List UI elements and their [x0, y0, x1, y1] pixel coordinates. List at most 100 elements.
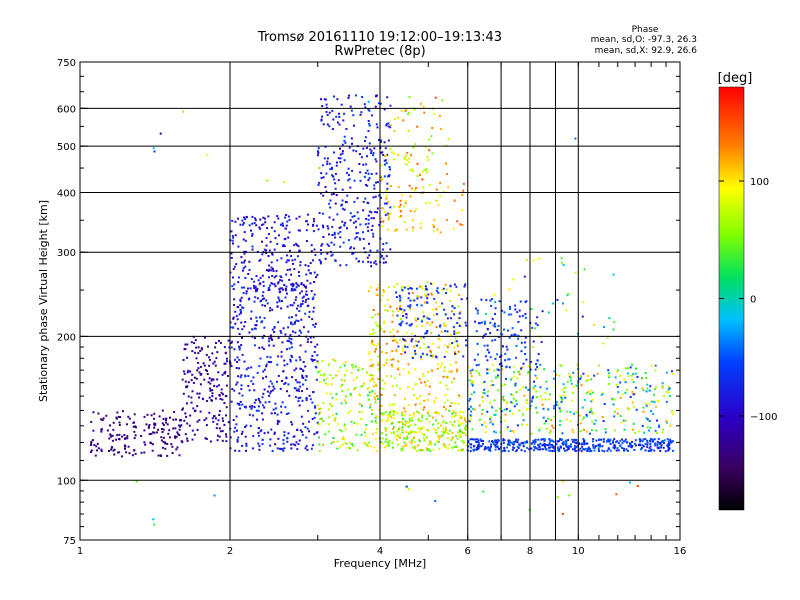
y-tick-label: 600: [57, 104, 76, 115]
data-point: [384, 411, 387, 414]
data-point: [261, 320, 264, 323]
data-point: [312, 323, 315, 326]
data-point: [240, 374, 243, 377]
data-point: [377, 398, 379, 401]
data-point: [412, 229, 414, 232]
data-point: [590, 400, 593, 403]
data-point: [238, 404, 241, 406]
data-point: [569, 420, 572, 423]
data-point: [615, 493, 618, 496]
data-point: [378, 223, 381, 226]
data-point: [264, 217, 266, 220]
data-point: [486, 328, 489, 331]
data-point: [312, 259, 314, 262]
data-point: [244, 406, 247, 409]
data-point: [299, 396, 302, 399]
data-point: [370, 374, 373, 377]
data-point: [332, 175, 334, 178]
data-point: [304, 447, 307, 450]
data-point: [646, 418, 649, 421]
data-point: [416, 449, 419, 452]
data-point: [319, 260, 322, 263]
data-point: [396, 283, 399, 286]
y-tick-label: 400: [57, 188, 76, 199]
data-point: [231, 219, 234, 222]
data-point: [143, 429, 146, 432]
data-point: [368, 441, 371, 444]
data-point: [416, 175, 419, 177]
data-point: [269, 334, 272, 337]
data-point: [613, 438, 616, 441]
data-point: [381, 437, 384, 440]
data-point: [470, 375, 473, 378]
data-point: [645, 417, 648, 420]
data-point: [253, 300, 256, 303]
data-point: [436, 287, 439, 290]
data-point: [355, 257, 358, 260]
data-point: [583, 428, 585, 431]
data-point: [313, 351, 316, 353]
data-point: [613, 321, 616, 324]
data-point: [484, 425, 487, 428]
data-point: [476, 342, 479, 345]
data-point: [241, 353, 244, 356]
data-point: [365, 424, 368, 426]
data-point: [411, 419, 414, 422]
data-point: [460, 430, 463, 433]
data-point: [443, 406, 446, 408]
data-point: [548, 398, 551, 401]
data-point: [621, 438, 623, 441]
data-point: [381, 294, 384, 297]
data-point: [591, 420, 594, 423]
data-point: [340, 378, 343, 381]
data-point: [223, 346, 226, 349]
data-point: [208, 377, 211, 380]
data-point: [186, 371, 189, 374]
data-point: [330, 168, 333, 170]
data-point: [261, 337, 264, 339]
data-point: [504, 359, 507, 362]
data-point: [324, 382, 327, 385]
data-point: [266, 179, 269, 182]
data-point: [367, 120, 370, 122]
data-point: [458, 395, 461, 398]
data-point: [520, 442, 523, 445]
data-point: [579, 377, 582, 380]
data-point: [452, 411, 455, 414]
data-point: [534, 384, 537, 387]
data-point: [548, 449, 551, 452]
data-point: [547, 417, 549, 420]
data-point: [617, 442, 620, 445]
data-point: [626, 389, 629, 392]
data-point: [501, 397, 504, 400]
data-point: [561, 261, 563, 264]
data-point: [284, 227, 287, 230]
data-point: [381, 178, 384, 181]
data-point: [304, 426, 307, 429]
data-point: [366, 445, 369, 447]
data-point: [527, 388, 530, 391]
data-point: [298, 329, 301, 332]
data-point: [469, 405, 472, 408]
data-point: [193, 376, 196, 379]
data-point: [116, 411, 119, 414]
data-point: [286, 305, 289, 308]
data-point: [593, 374, 596, 377]
data-point: [374, 260, 377, 263]
data-point: [91, 439, 94, 442]
data-point: [389, 206, 392, 209]
data-point: [316, 431, 319, 434]
data-point: [641, 440, 644, 443]
data-point: [373, 184, 376, 187]
data-point: [395, 296, 398, 299]
data-point: [238, 392, 241, 395]
data-point: [265, 249, 268, 252]
data-point: [384, 214, 387, 217]
data-point: [371, 333, 374, 336]
data-point: [272, 267, 274, 270]
data-point: [607, 438, 610, 441]
data-point: [654, 386, 657, 389]
data-point: [446, 330, 449, 333]
data-point: [203, 364, 206, 367]
